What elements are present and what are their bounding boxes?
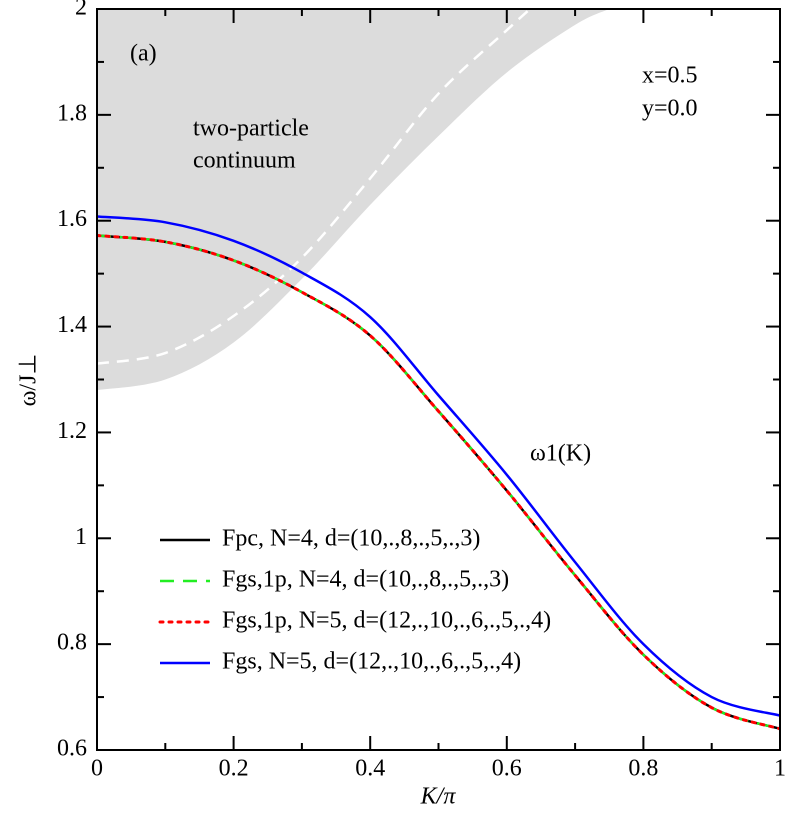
plot [97,9,780,731]
y-tick-label: 1 [75,524,87,550]
param-y: y=0.0 [642,96,698,122]
y-tick-label: 1.8 [57,100,87,126]
continuum-label: continuum [193,148,296,174]
x-tick-label: 0.2 [219,756,249,782]
param-x: x=0.5 [642,63,698,89]
continuum-label: two-particle [193,116,309,142]
legend-label: Fgs, N=5, d=(12,.,10,.,6,.,5,.,4) [222,649,521,675]
legend-label: Fgs,1p, N=5, d=(12,.,10,.,6,.,5,.,4) [222,608,551,634]
y-axis-label: ω/J⊥ [16,354,42,407]
x-axis-label: K/π [420,784,457,810]
y-tick-label: 1.4 [57,312,87,338]
y-tick-label: 1.6 [57,206,87,232]
y-tick-label: 0.8 [57,630,87,656]
x-tick-label: 0 [91,756,103,782]
x-tick-label: 1 [774,756,786,782]
series-line [97,215,780,717]
continuum-center-line [97,9,531,365]
dispersion-label: ω1(K) [530,441,591,467]
x-tick-label: 0.4 [355,756,385,782]
legend-label: Fgs,1p, N=4, d=(10,.,8,.,5,.,3) [222,567,509,593]
panel-label: (a) [130,41,157,67]
legend-label: Fpc, N=4, d=(10,.,8,.,5,.,3) [222,526,480,552]
y-tick-label: 0.6 [57,736,87,762]
continuum-area [97,9,610,391]
series-line [97,234,780,731]
x-tick-label: 0.8 [628,756,658,782]
y-tick-label: 2 [75,0,87,21]
x-tick-label: 0.6 [492,756,522,782]
y-tick-label: 1.2 [57,418,87,444]
